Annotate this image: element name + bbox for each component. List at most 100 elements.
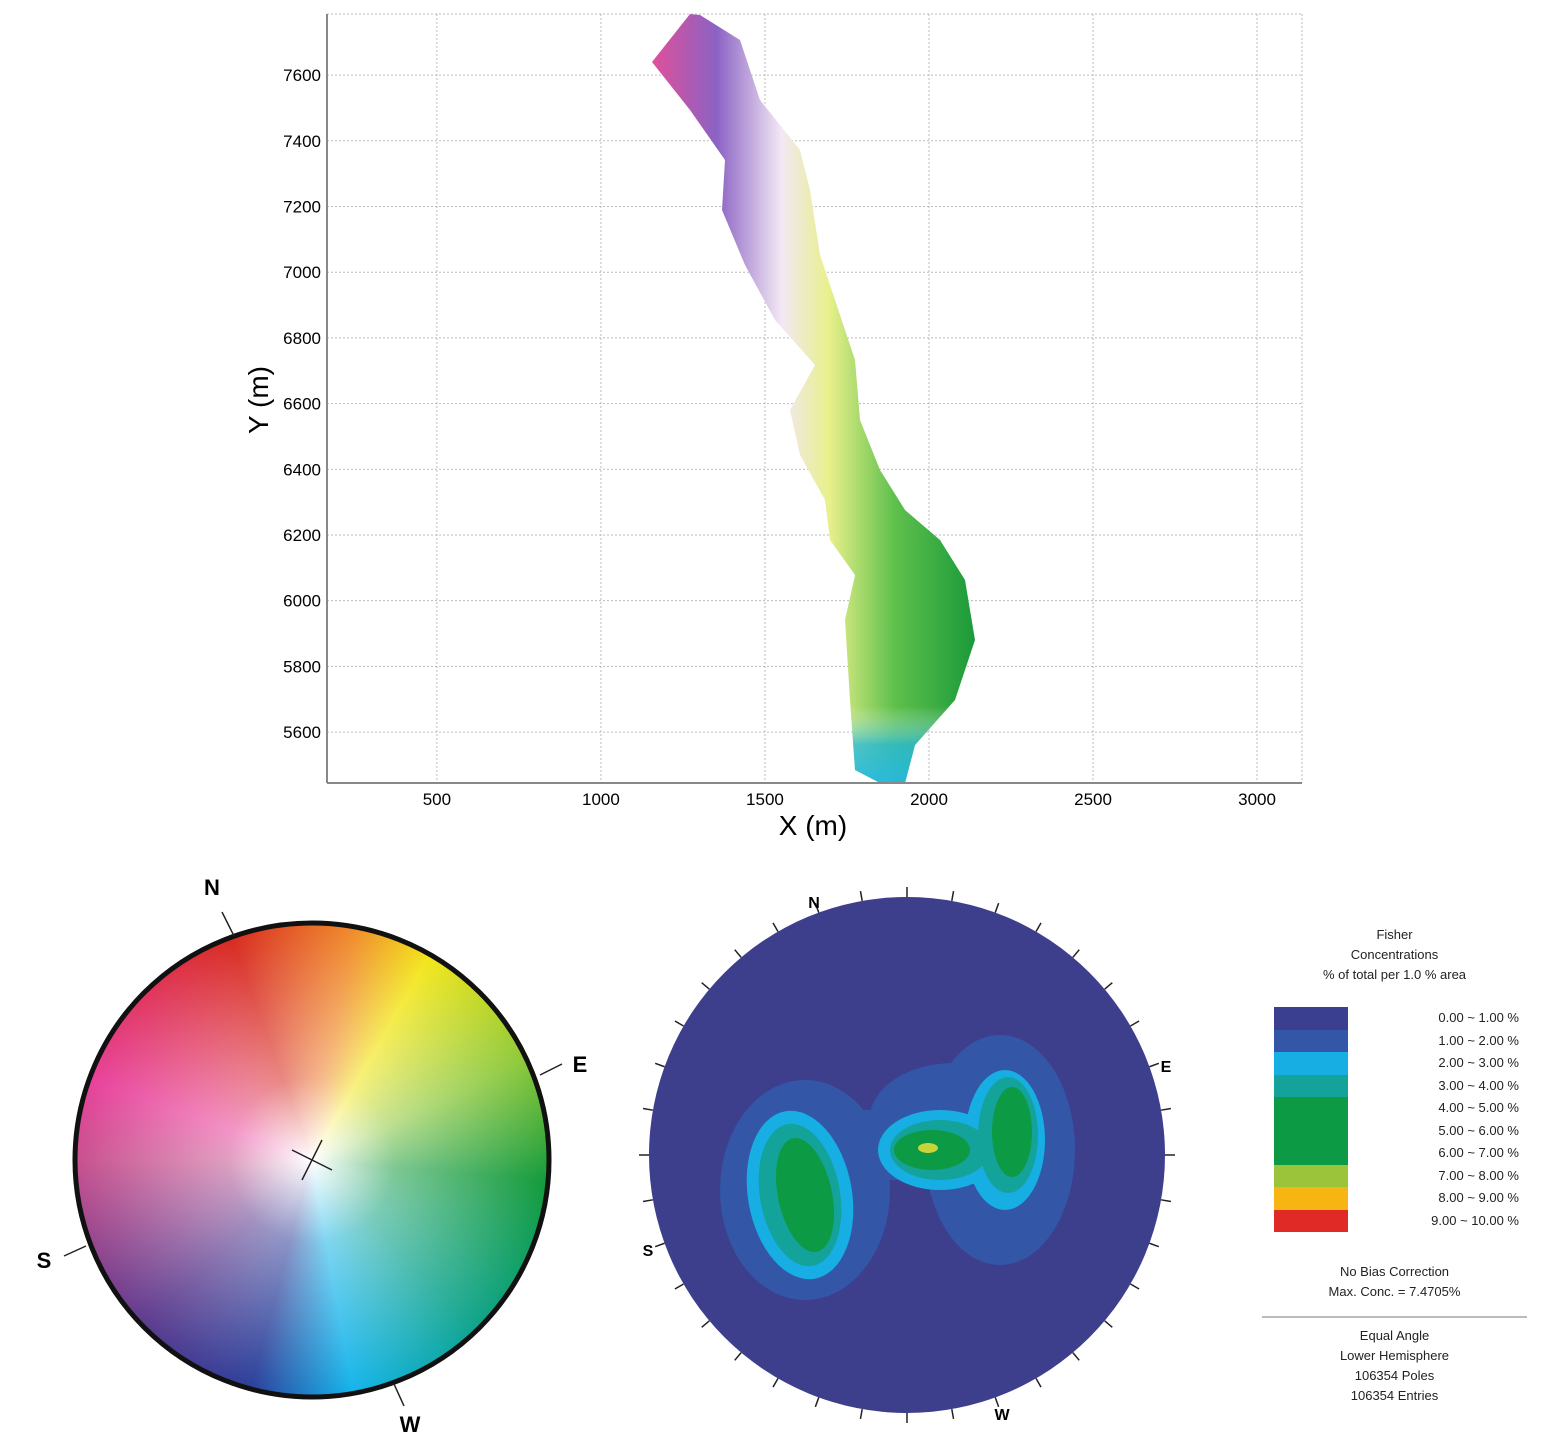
stereonet-tick	[951, 1408, 955, 1420]
stereonet-tick	[1072, 1352, 1080, 1361]
y-tick-label: 7400	[283, 132, 321, 151]
stereonet-tick	[1160, 1107, 1172, 1111]
contour-4-7	[775, 1087, 1032, 1253]
legend-range-label: 2.00 ~ 3.00 %	[1438, 1055, 1519, 1070]
stereonet-tick	[1130, 1020, 1140, 1027]
legend-range-label: 1.00 ~ 2.00 %	[1438, 1032, 1519, 1048]
legend-swatch	[1274, 1052, 1348, 1075]
legend-swatch	[1274, 1187, 1348, 1210]
y-tick-label: 6000	[283, 592, 321, 611]
stereonet-tick	[994, 902, 1000, 913]
x-tick-label: 1500	[746, 790, 784, 809]
bias-note: No Bias Correction	[1339, 1264, 1450, 1279]
direction-label: S	[643, 1243, 654, 1260]
stereonet-tick	[1072, 949, 1080, 958]
y-tick-label: 6200	[283, 526, 321, 545]
stereonet-tick	[1149, 1062, 1160, 1068]
y-tick-label: 7200	[283, 197, 321, 216]
legend-title-line: Fisher	[1376, 927, 1413, 942]
entries-count: 106354 Entries	[1350, 1388, 1439, 1403]
projection-type: Equal Angle	[1359, 1328, 1430, 1343]
stereonet-tick	[1149, 1242, 1160, 1248]
stereonet-tick	[674, 1020, 684, 1027]
fisher-legend: Fisher Concentrations % of total per 1.0…	[1262, 925, 1527, 1406]
legend-range-label: 6.00 ~ 7.00 %	[1438, 1145, 1519, 1160]
y-tick-label: 7600	[283, 66, 321, 85]
legend-swatch	[1274, 1142, 1348, 1165]
stereonet-tick	[1160, 1199, 1172, 1203]
legend-range-label: 4.00 ~ 5.00 %	[1438, 1100, 1519, 1115]
orientation-color-wheel: N E S W	[37, 875, 588, 1437]
stereonet-tick	[859, 1408, 863, 1420]
stereonet-tick	[1104, 982, 1113, 990]
terrain-orientation-map: 500 1000 1500 2000 2500 3000 5600 5800 6000 6200 6…	[243, 13, 1303, 841]
direction-label: E	[573, 1052, 588, 1077]
divider	[1262, 1316, 1527, 1318]
direction-label: S	[37, 1248, 52, 1273]
stereonet-tick	[1035, 1378, 1042, 1388]
y-tick-label: 6400	[283, 460, 321, 479]
legend-range-label: 5.00 ~ 6.00 %	[1438, 1122, 1519, 1138]
stereonet-tick	[1035, 922, 1042, 932]
legend-title-line: Concentrations	[1350, 947, 1439, 962]
stereonet-tick	[734, 1352, 742, 1361]
legend-swatch	[1274, 1209, 1348, 1232]
stereonet-tick	[951, 890, 955, 902]
x-tick-label: 2500	[1074, 790, 1112, 809]
stereonet-tick	[814, 1397, 820, 1408]
color-scale-bar	[1274, 1007, 1348, 1232]
stereonet-tick	[772, 1378, 779, 1388]
stereonet-tick	[734, 949, 742, 958]
stereonet-tick	[674, 1283, 684, 1290]
direction-label: E	[1161, 1059, 1172, 1076]
direction-label: W	[400, 1412, 421, 1437]
stereonet: N E S W	[639, 887, 1175, 1424]
stereonet-tick	[859, 890, 863, 902]
color-scale-labels: 0.00 ~ 1.00 % 1.00 ~ 2.00 % 2.00 ~ 3.00 % 3…	[1348, 1007, 1527, 1232]
stereonet-tick	[654, 1242, 665, 1248]
legend-range-label: 0.00 ~ 1.00 %	[1438, 1010, 1519, 1025]
legend-swatch	[1274, 1007, 1348, 1030]
x-tick-label: 3000	[1238, 790, 1276, 809]
stereonet-tick	[642, 1107, 654, 1111]
stereonet-tick	[1104, 1320, 1113, 1328]
legend-range-label: 3.00 ~ 4.00 %	[1438, 1077, 1519, 1093]
legend-range-label: 7.00 ~ 8.00 %	[1438, 1167, 1519, 1183]
legend-swatch	[1274, 1074, 1348, 1097]
legend-swatch	[1274, 1164, 1348, 1187]
legend-range-label: 9.00 ~ 10.00 %	[1431, 1212, 1519, 1228]
legend-range-label: 8.00 ~ 9.00 %	[1438, 1190, 1519, 1205]
stereonet-tick	[642, 1199, 654, 1203]
direction-label: N	[808, 895, 820, 912]
stereonet-tick	[701, 1320, 710, 1328]
x-tick-label: 1000	[582, 790, 620, 809]
x-tick-label: 500	[423, 790, 451, 809]
stereonet-tick	[654, 1062, 665, 1068]
y-tick-label: 7000	[283, 263, 321, 282]
x-tick-label: 2000	[910, 790, 948, 809]
poles-count: 106354 Poles	[1354, 1368, 1435, 1383]
legend-swatch	[1274, 1029, 1348, 1052]
grid-lines	[327, 13, 1303, 783]
y-tick-label: 5800	[283, 657, 321, 676]
legend-swatch	[1274, 1119, 1348, 1142]
stereonet-tick	[701, 982, 710, 990]
stereonet-tick	[994, 1397, 1000, 1408]
x-axis-label: X (m)	[779, 810, 847, 841]
stereonet-tick	[1130, 1283, 1140, 1290]
legend-swatch	[1274, 1097, 1348, 1120]
y-axis-label: Y (m)	[243, 366, 274, 434]
stereonet-tick	[772, 922, 779, 932]
y-tick-label: 5600	[283, 723, 321, 742]
direction-label: N	[204, 875, 220, 900]
terrain-strip-shade	[652, 14, 975, 783]
legend-title-line: % of total per 1.0 % area	[1322, 967, 1467, 982]
hemisphere: Lower Hemisphere	[1339, 1348, 1450, 1363]
stereonet-tick	[814, 902, 820, 913]
contour-7-8	[918, 1143, 938, 1153]
y-tick-label: 6600	[283, 395, 321, 414]
y-tick-label: 6800	[283, 329, 321, 348]
direction-label: W	[994, 1407, 1010, 1424]
max-concentration: Max. Conc. = 7.4705%	[1328, 1284, 1461, 1299]
